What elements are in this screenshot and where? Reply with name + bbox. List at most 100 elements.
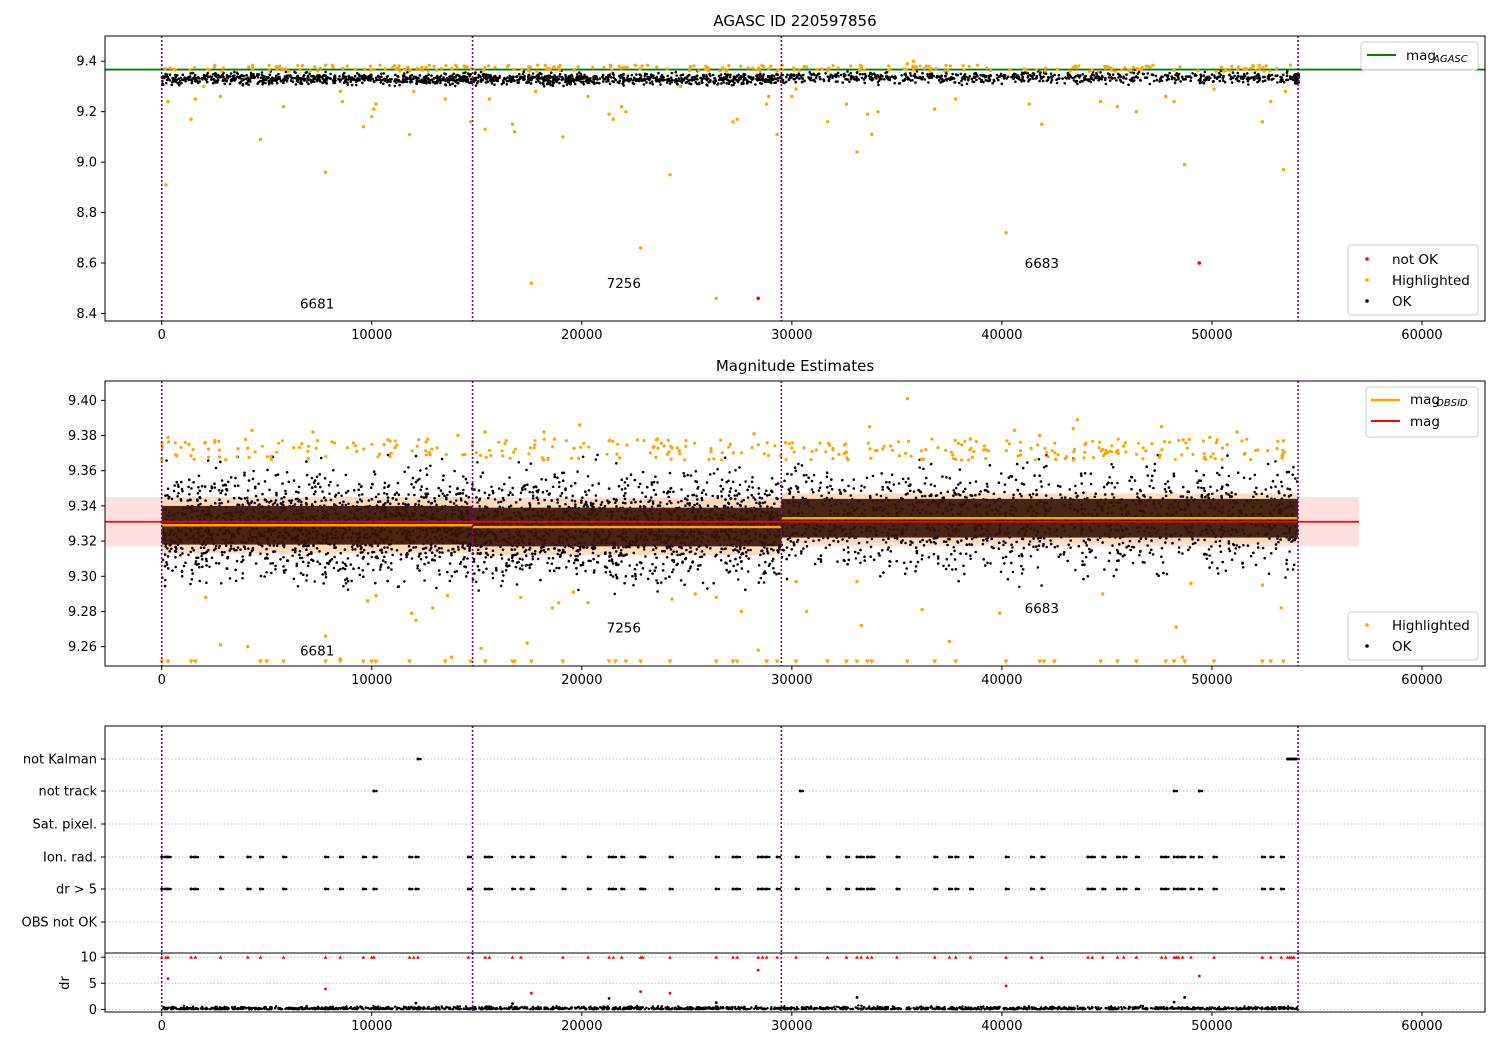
ok-point <box>267 79 271 83</box>
ok-point <box>181 490 184 493</box>
ok-point <box>277 72 280 76</box>
ok-point <box>502 498 506 502</box>
ok-point <box>1124 77 1128 80</box>
ok-point <box>180 569 184 573</box>
highlighted-point <box>1178 65 1182 69</box>
ok-point <box>447 81 450 84</box>
ok-point <box>566 79 569 83</box>
y-tick-label: 8.4 <box>76 307 97 322</box>
ok-point <box>500 553 503 557</box>
ok-point <box>693 503 696 507</box>
ok-point <box>312 492 316 496</box>
ok-point <box>424 546 428 550</box>
ok-point <box>814 76 818 80</box>
ok-point <box>615 498 618 502</box>
ok-point <box>243 547 247 550</box>
ok-point <box>702 489 705 492</box>
ok-point <box>1122 75 1125 78</box>
ok-point <box>166 494 169 497</box>
ok-point <box>419 557 423 561</box>
ok-point <box>843 72 846 76</box>
ok-point <box>581 561 585 564</box>
highlighted-point <box>825 120 830 124</box>
ok-point <box>458 78 461 82</box>
ok-point <box>251 477 255 481</box>
ok-point <box>682 78 685 81</box>
highlighted-point <box>767 94 771 99</box>
ok-point <box>253 76 256 79</box>
ok-point <box>346 489 350 493</box>
ok-point <box>338 501 342 505</box>
highlighted-point <box>609 64 613 69</box>
ok-point <box>685 80 688 84</box>
ok-point <box>758 75 762 79</box>
ok-point <box>1111 73 1115 76</box>
ok-point <box>893 81 896 85</box>
ok-point <box>915 70 919 73</box>
ok-point <box>642 83 646 86</box>
ok-point <box>242 558 245 562</box>
ok-point <box>282 556 285 559</box>
highlighted-point <box>1182 162 1187 167</box>
ok-point <box>270 82 274 85</box>
ok-point <box>556 498 559 501</box>
ok-point <box>1071 76 1074 80</box>
ok-point <box>395 81 398 84</box>
ok-point <box>167 77 170 81</box>
ok-point <box>740 82 744 86</box>
legend-label: mag <box>1406 48 1436 64</box>
ok-point <box>1139 78 1142 82</box>
ok-point <box>1236 71 1240 75</box>
ok-point <box>1255 74 1258 77</box>
ok-point <box>617 563 620 566</box>
ok-point <box>622 81 625 84</box>
ok-point <box>484 556 488 559</box>
highlighted-point <box>844 102 849 106</box>
ok-point <box>586 546 589 549</box>
highlighted-point <box>751 66 755 70</box>
ok-point <box>164 578 167 582</box>
ok-point <box>224 544 228 547</box>
ok-point <box>249 501 253 505</box>
highlighted-point <box>533 89 538 94</box>
ok-point <box>694 480 697 483</box>
ok-point <box>713 505 717 508</box>
ok-point <box>189 78 192 82</box>
ok-point <box>370 497 374 501</box>
ok-point <box>560 492 564 495</box>
ok-point <box>638 482 642 486</box>
ok-point <box>385 492 389 496</box>
highlighted-point <box>922 66 927 70</box>
highlighted-point <box>924 64 929 68</box>
ok-point <box>765 78 768 81</box>
ok-point <box>271 562 275 565</box>
ok-point <box>247 479 251 482</box>
ok-point <box>512 79 516 82</box>
highlighted-point <box>296 64 300 68</box>
ok-point <box>327 562 330 566</box>
ok-point <box>205 559 208 563</box>
ok-point <box>531 72 535 75</box>
highlighted-point <box>989 68 993 73</box>
ok-point <box>736 80 740 84</box>
ok-point <box>343 548 347 551</box>
highlighted-point <box>331 65 335 69</box>
ok-point <box>722 81 725 84</box>
ok-point <box>445 497 448 501</box>
ok-point <box>412 546 415 549</box>
ok-point <box>292 77 295 80</box>
highlighted-point <box>280 68 285 72</box>
ok-point <box>689 546 692 549</box>
ok-point <box>475 496 478 499</box>
ok-point <box>268 501 271 504</box>
ok-point <box>680 81 684 84</box>
ok-point <box>726 73 730 76</box>
ok-point <box>318 562 322 566</box>
highlighted-point <box>855 150 859 154</box>
ok-point <box>1099 71 1102 74</box>
ok-point <box>579 74 582 78</box>
highlighted-point <box>706 66 710 70</box>
ok-point <box>533 549 537 553</box>
ok-point <box>333 75 337 78</box>
highlighted-point <box>1283 89 1288 94</box>
